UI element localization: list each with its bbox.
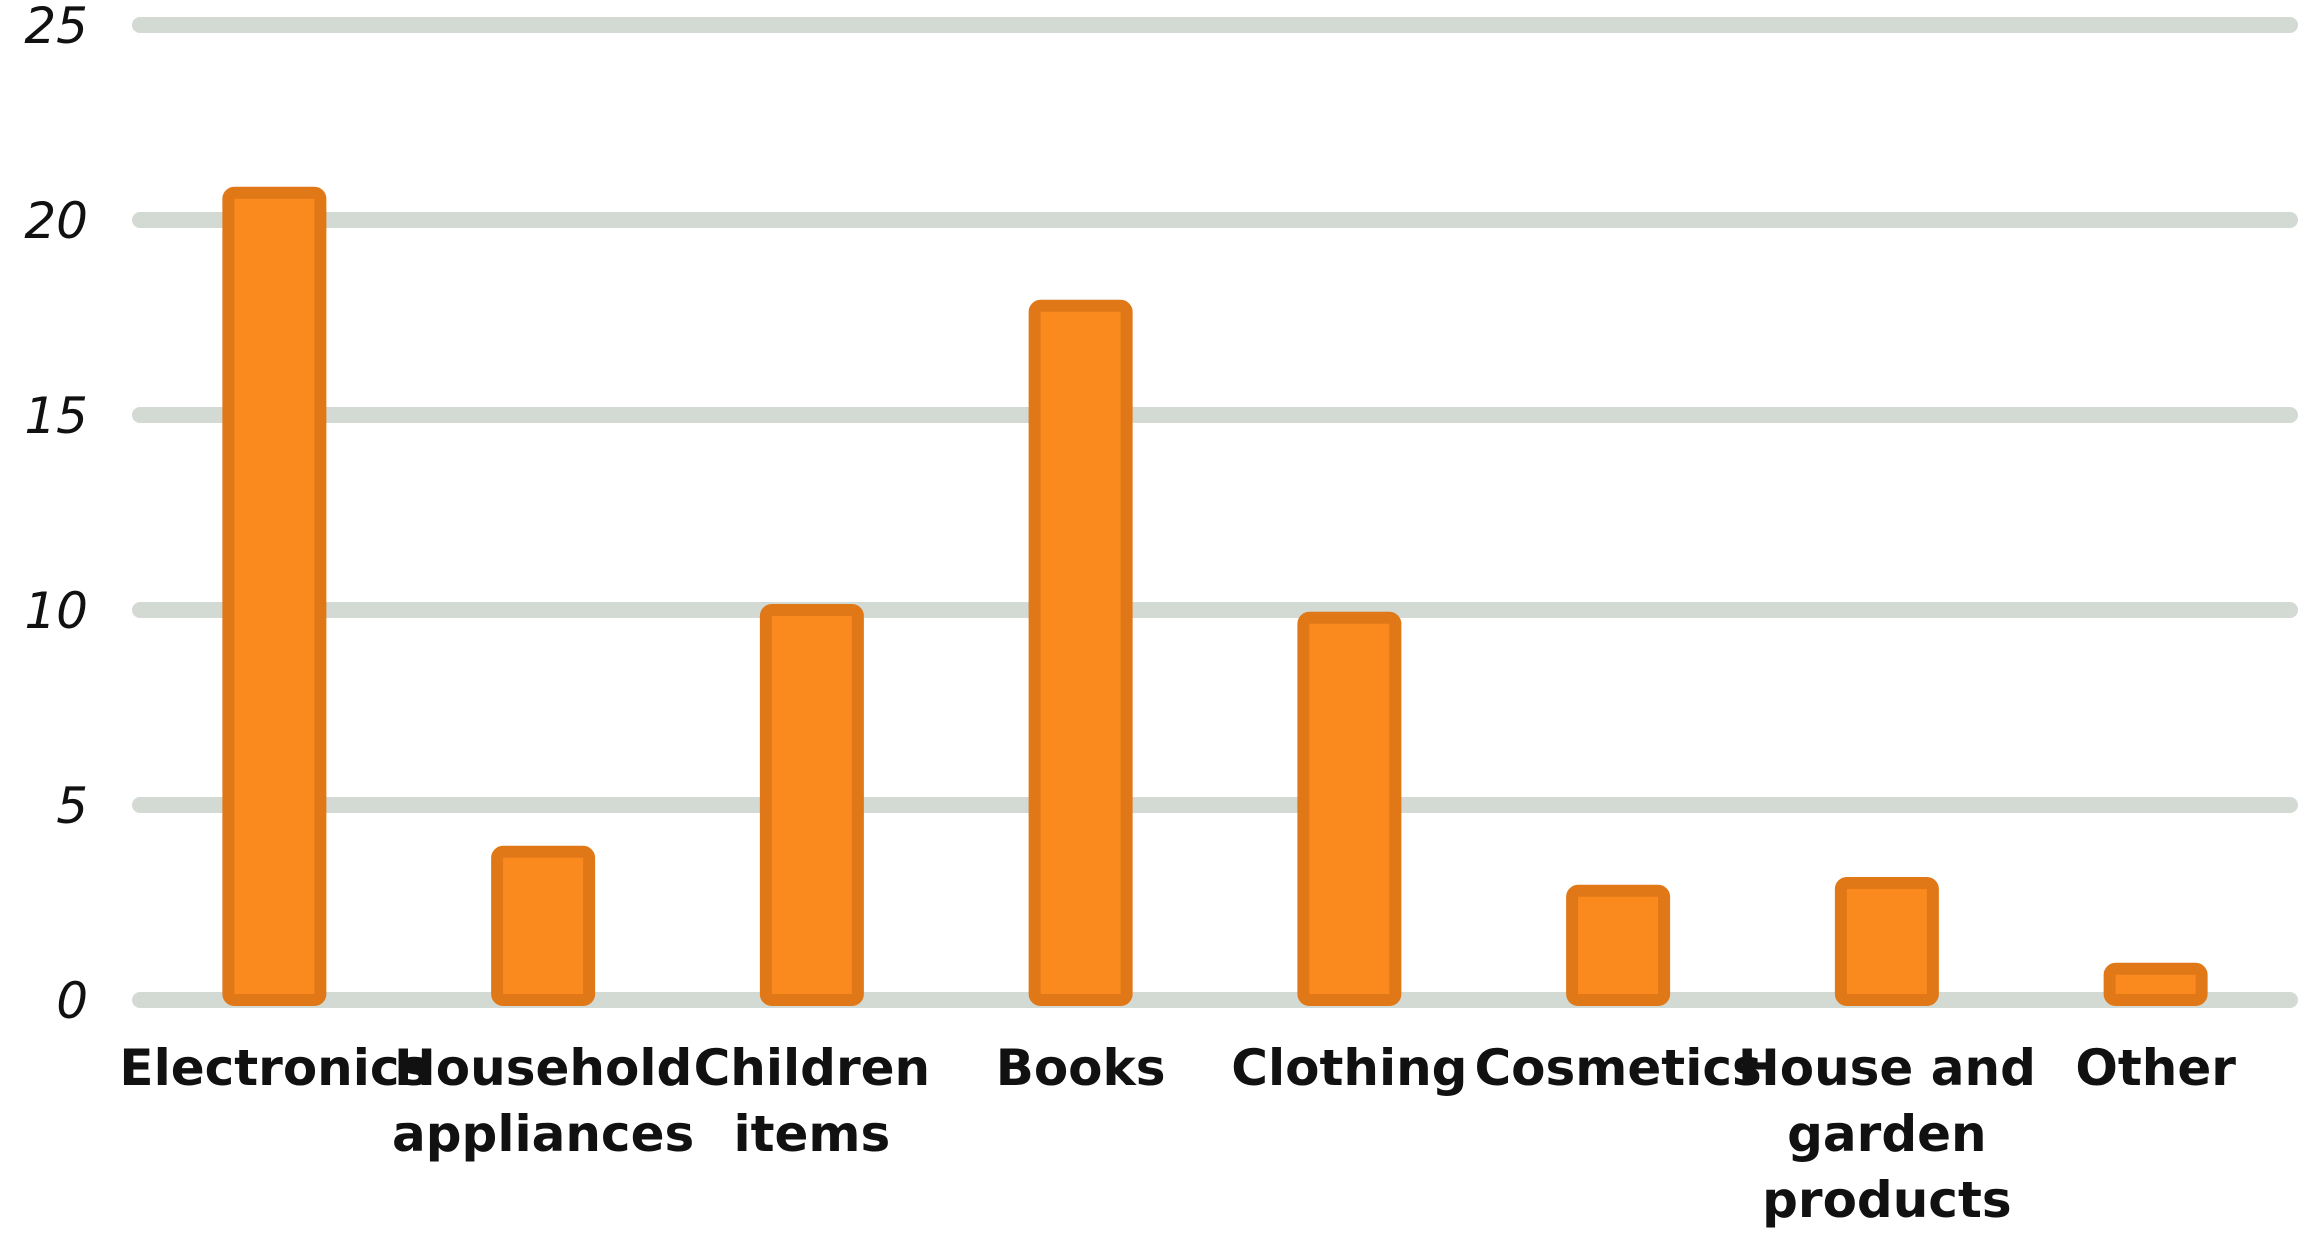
x-tick-label: Electronics xyxy=(119,1039,429,1097)
gridlines xyxy=(132,17,2298,1008)
bar-children-items xyxy=(759,604,864,1006)
bar-books xyxy=(1028,299,1133,1006)
bar-other xyxy=(2103,962,2208,1006)
x-tick-label: Children items xyxy=(694,1039,931,1163)
y-tick-label: 5 xyxy=(56,777,88,835)
x-tick-label: Books xyxy=(996,1039,1166,1097)
x-tick-label: House and garden products xyxy=(1738,1039,2036,1229)
bar-household-appliances xyxy=(491,845,596,1006)
bar-electronics xyxy=(222,186,327,1006)
y-tick-label: 10 xyxy=(24,582,88,640)
x-tick-label: Clothing xyxy=(1231,1039,1467,1097)
y-tick-label: 20 xyxy=(24,192,88,250)
y-axis-ticks: 0 5 10 15 20 25 xyxy=(24,0,88,1030)
x-tick-label: Cosmetics xyxy=(1474,1039,1761,1097)
y-tick-label: 15 xyxy=(24,387,88,445)
bars xyxy=(222,186,2208,1006)
x-tick-label: Household appliances xyxy=(392,1039,694,1163)
y-tick-label: 0 xyxy=(56,972,88,1030)
bar-house-and-garden-products xyxy=(1834,877,1939,1006)
y-tick-label: 25 xyxy=(24,0,88,55)
x-tick-label: Other xyxy=(2075,1039,2236,1097)
bar-clothing xyxy=(1297,611,1402,1006)
bar-cosmetics xyxy=(1566,884,1671,1006)
